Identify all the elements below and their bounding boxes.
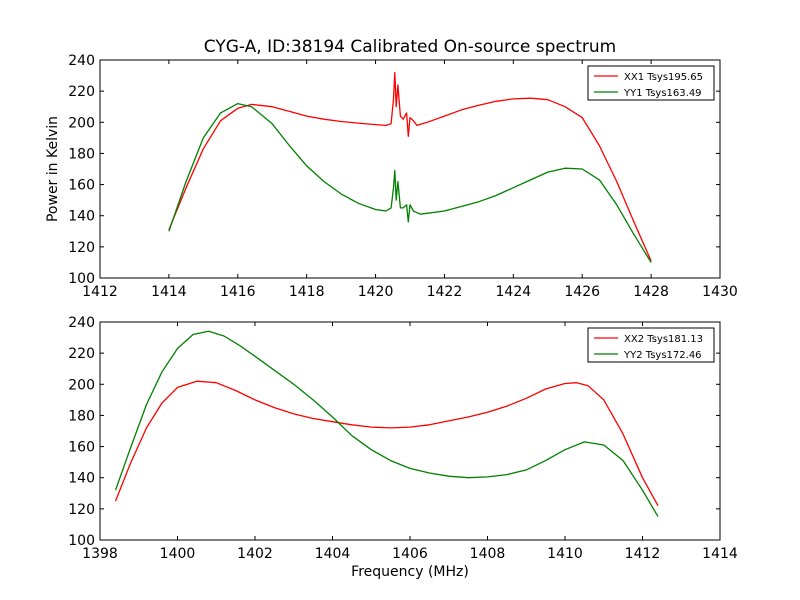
series-line-1	[168, 71, 652, 262]
legend-box	[587, 65, 715, 101]
x-tick-label: 1414	[702, 546, 738, 562]
y-tick-label: 160	[68, 440, 95, 456]
y-tick-label: 100	[68, 271, 95, 287]
x-tick-label: 1406	[392, 546, 428, 562]
plot-frame	[99, 59, 721, 279]
x-tick-label: 1404	[315, 546, 351, 562]
y-tick-label: 140	[68, 471, 95, 487]
x-tick-label: 1416	[220, 284, 256, 300]
x-tick-label: 1412	[82, 284, 118, 300]
legend-label: YY1 Tsys163.49	[623, 88, 702, 99]
y-tick-label: 120	[68, 240, 95, 256]
x-tick-label: 1430	[702, 284, 738, 300]
y-tick-label: 200	[68, 115, 95, 131]
x-tick-label: 1420	[358, 284, 394, 300]
legend-box	[587, 327, 715, 363]
y-tick-label: 240	[68, 315, 95, 331]
x-tick-label: 1410	[547, 546, 583, 562]
legend-label: XX2 Tsys181.13	[624, 334, 703, 345]
y-axis-label: Power in Kelvin	[45, 116, 61, 222]
y-tick-label: 180	[68, 408, 95, 424]
x-tick-label: 1398	[82, 546, 118, 562]
x-tick-label: 1426	[564, 284, 600, 300]
y-tick-label: 200	[68, 377, 95, 393]
y-tick-label: 120	[68, 502, 95, 518]
figure-title: CYG-A, ID:38194 Calibrated On-source spe…	[204, 37, 616, 57]
y-tick-label: 220	[68, 84, 95, 100]
x-tick-label: 1408	[470, 546, 506, 562]
top-panel: 1412 1414 1416 1418 1420 1422 1424 1426 1428 1430…	[68, 53, 738, 300]
x-axis-label: Frequency (MHz)	[351, 564, 469, 580]
y-tick-label: 180	[68, 146, 95, 162]
y-tick-label: 240	[68, 53, 95, 69]
y-tick-label: 160	[68, 178, 95, 194]
x-tick-label: 1428	[633, 284, 669, 300]
x-tick-label: 1424	[496, 284, 532, 300]
x-tick-label: 1402	[237, 546, 273, 562]
series-line-2	[168, 102, 652, 263]
x-tick-label: 1414	[151, 284, 187, 300]
bottom-panel: 1398 1400 1402 1404 1406 1408 1410 1412 1414 100 1…	[68, 315, 738, 562]
x-tick-label: 1412	[625, 546, 661, 562]
x-tick-label: 1400	[160, 546, 196, 562]
legend-label: YY2 Tsys172.46	[623, 350, 702, 361]
y-tick-label: 100	[68, 533, 95, 549]
y-tick-label: 220	[68, 346, 95, 362]
series-line-2	[114, 330, 659, 517]
y-tick-label: 140	[68, 209, 95, 225]
x-tick-label: 1422	[427, 284, 463, 300]
series-line-1	[114, 380, 659, 507]
x-tick-label: 1418	[289, 284, 325, 300]
legend-label: XX1 Tsys195.65	[624, 72, 703, 83]
